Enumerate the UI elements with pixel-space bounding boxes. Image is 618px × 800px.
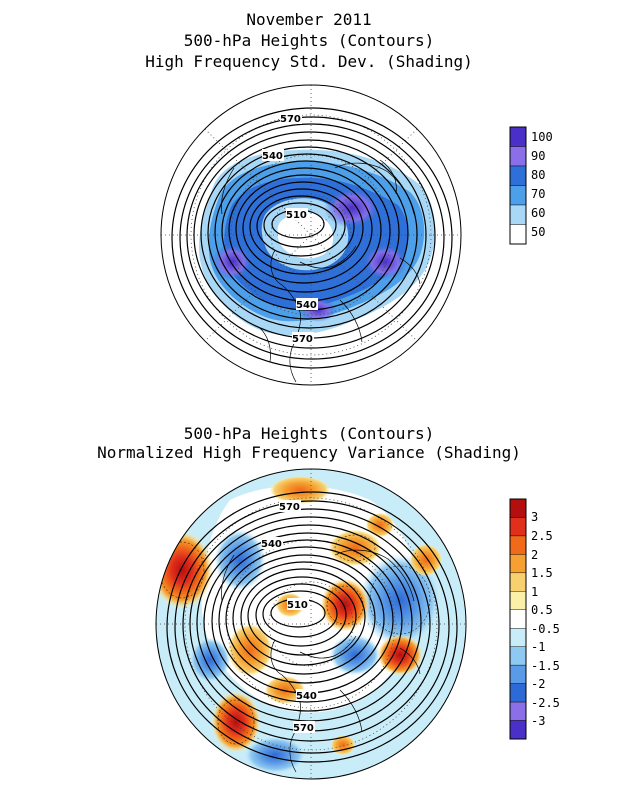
bottom-coastlines (221, 549, 421, 773)
bottom-title-line-1: 500-hPa Heights (Contours) (183, 424, 435, 443)
bottom-colorbar-swatch (509, 646, 527, 666)
top-colorbar-label: 90 (531, 149, 545, 163)
top-title-line-1: November 2011 (246, 10, 372, 29)
bottom-contour-label-540-n: 540 (261, 539, 282, 550)
top-title-line-2: 500-hPa Heights (Contours) (183, 31, 435, 50)
bottom-title-line-2: Normalized High Frequency Variance (Shad… (97, 443, 521, 462)
top-contours (171, 107, 453, 369)
bottom-colorbar-label: 2.5 (531, 529, 553, 543)
top-colorbar-swatch (509, 126, 527, 147)
bottom-colorbar-label: -3 (531, 714, 545, 728)
bottom-pos-urals (410, 544, 442, 576)
bottom-colorbar-swatch (509, 720, 527, 740)
bottom-colorbar-label: -0.5 (531, 622, 560, 636)
top-coastlines (221, 159, 421, 383)
bottom-colorbar-label: 2 (531, 548, 538, 562)
top-max-pacific (212, 244, 252, 280)
bottom-colorbar-swatch (509, 628, 527, 647)
bottom-neg-south (245, 737, 305, 773)
bottom-pos-north (270, 476, 330, 504)
bottom-contours (166, 491, 458, 763)
top-colorbar-swatch (509, 146, 527, 167)
top-colorbar-label: 80 (531, 168, 545, 182)
top-contour-label-510: 510 (286, 210, 307, 221)
bottom-colorbar-label: 1 (531, 585, 538, 599)
bottom-colorbar-label: 0.5 (531, 603, 553, 617)
bottom-map: 570 540 510 540 570 (155, 468, 467, 780)
bottom-colorbar-swatch (509, 591, 527, 610)
bottom-neg-pacific (215, 530, 265, 590)
bottom-colorbar-swatch (509, 517, 527, 537)
top-colorbar-label: 70 (531, 187, 545, 201)
top-colorbar-swatch (509, 224, 527, 245)
bottom-colorbar-swatch (509, 498, 527, 518)
bottom-colorbar-swatch (509, 683, 527, 703)
bottom-colorbar-swatch (509, 554, 527, 574)
top-colorbar-label: 100 (531, 130, 553, 144)
top-graticule (161, 85, 461, 385)
bottom-pos-south-east (331, 735, 355, 755)
bottom-colorbar-swatch (509, 664, 527, 684)
top-title-line-3: High Frequency Std. Dev. (Shading) (145, 52, 473, 71)
bottom-colorbar-swatch (509, 701, 527, 721)
bottom-neg-eurasia (360, 555, 440, 645)
bottom-shading-contours (159, 534, 431, 745)
bottom-colorbar-label: -1 (531, 640, 545, 654)
top-colorbar-swatch (509, 204, 527, 225)
bottom-colorbar-swatch (509, 572, 527, 592)
top-colorbar: 100 90 80 70 60 50 (509, 126, 553, 245)
bottom-colorbar-label: 1.5 (531, 566, 553, 580)
bottom-colorbar-label: -2.5 (531, 696, 560, 710)
top-colorbar-label: 50 (531, 225, 545, 239)
bottom-colorbar-swatch (509, 609, 527, 629)
top-contour-label-570-s: 570 (292, 334, 313, 345)
top-contour-label-570-n: 570 (280, 114, 301, 125)
top-contour-label-540-n: 540 (262, 151, 283, 162)
top-contour-label-540-s: 540 (296, 300, 317, 311)
bottom-colorbar: 3 2.5 2 1.5 1 0.5 -0.5 -1 -1.5 -2 -2.5 -… (509, 498, 560, 740)
bottom-colorbar-swatch (509, 535, 527, 555)
bottom-colorbar-label: 3 (531, 510, 538, 524)
bottom-colorbar-label: -2 (531, 677, 545, 691)
top-colorbar-swatch (509, 165, 527, 186)
bottom-pos-southwest (212, 692, 260, 752)
bottom-contour-label-540-s: 540 (296, 691, 317, 702)
top-max-europe (324, 188, 380, 228)
bottom-map-border (155, 468, 467, 780)
top-map-border (160, 84, 462, 386)
bottom-pos-east (378, 635, 422, 675)
bottom-neg-west (190, 638, 230, 682)
top-colorbar-swatch (509, 185, 527, 206)
bottom-colorbar-label: -1.5 (531, 659, 560, 673)
bottom-graticule (156, 469, 466, 779)
top-map: 570 540 510 540 570 (160, 84, 462, 386)
bottom-pos-center (321, 579, 369, 631)
bottom-contour-label-570-n: 570 (279, 502, 300, 513)
bottom-contour-label-510: 510 (287, 600, 308, 611)
bottom-pos-west-pacific (156, 532, 212, 608)
bottom-contour-label-570-s: 570 (293, 723, 314, 734)
top-colorbar-label: 60 (531, 206, 545, 220)
